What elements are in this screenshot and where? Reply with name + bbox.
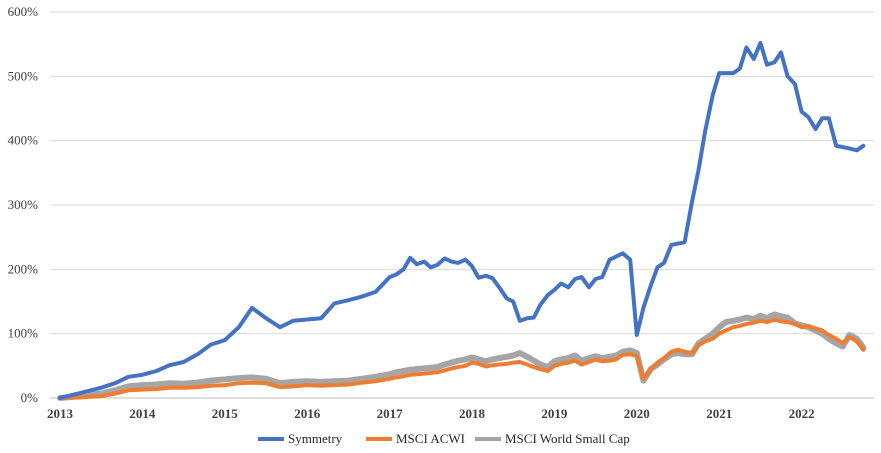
series-lines xyxy=(57,40,867,401)
series-line-msci-world-small-cap xyxy=(57,311,867,401)
y-tick-label: 0% xyxy=(21,390,39,405)
legend: Symmetry MSCI ACWI MSCI World Small Cap xyxy=(258,431,630,446)
series-line-symmetry xyxy=(58,40,866,400)
y-tick-label: 600% xyxy=(8,4,39,19)
x-axis: 2013 2014 2015 2016 2017 2018 2019 2020 2021 2022 xyxy=(47,397,874,421)
legend-label: Symmetry xyxy=(288,431,343,446)
x-tick-label: 2015 xyxy=(212,406,239,421)
y-tick-label: 200% xyxy=(8,261,39,276)
series-line-msci-acwi xyxy=(58,317,866,400)
y-tick-label: 100% xyxy=(8,326,39,341)
x-tick-label: 2022 xyxy=(789,406,815,421)
x-tick-label: 2016 xyxy=(294,406,321,421)
x-tick-label: 2018 xyxy=(459,406,486,421)
x-tick-label: 2013 xyxy=(47,406,74,421)
legend-label: MSCI ACWI xyxy=(396,431,465,446)
legend-label: MSCI World Small Cap xyxy=(505,431,630,446)
x-tick-label: 2020 xyxy=(624,406,650,421)
y-axis-ticks: 0% 100% 200% 300% 400% 500% 600% xyxy=(8,4,39,405)
x-tick-label: 2019 xyxy=(541,406,568,421)
y-tick-label: 500% xyxy=(8,68,39,83)
y-tick-label: 300% xyxy=(8,197,39,212)
gridlines xyxy=(50,11,874,335)
y-tick-label: 400% xyxy=(8,133,39,148)
x-tick-label: 2021 xyxy=(706,406,732,421)
x-tick-label: 2017 xyxy=(377,406,404,421)
x-tick-label: 2014 xyxy=(129,406,156,421)
